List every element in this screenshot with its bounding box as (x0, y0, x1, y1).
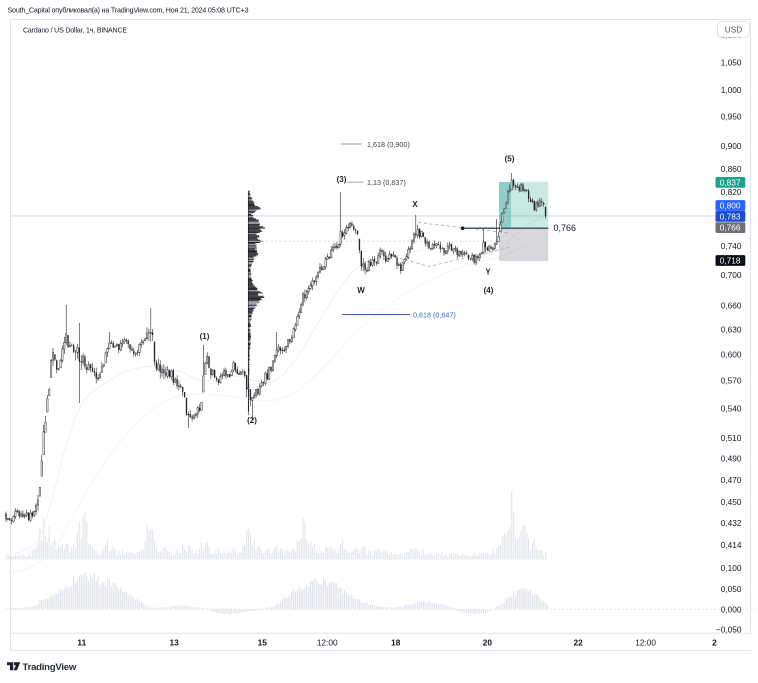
svg-text:0,100: 0,100 (721, 563, 742, 573)
svg-text:0,800: 0,800 (720, 201, 741, 211)
svg-text:22: 22 (573, 638, 583, 648)
svg-text:TradingView: TradingView (23, 662, 77, 673)
svg-text:0,050: 0,050 (721, 584, 742, 594)
svg-text:USD: USD (725, 25, 743, 35)
svg-text:12:00: 12:00 (317, 638, 338, 648)
svg-text:0,000: 0,000 (721, 605, 742, 615)
svg-text:0,837: 0,837 (720, 177, 741, 187)
svg-text:0,718: 0,718 (720, 256, 741, 266)
svg-text:1,000: 1,000 (721, 85, 742, 95)
svg-text:20: 20 (483, 638, 493, 648)
svg-text:0,414: 0,414 (721, 540, 742, 550)
svg-text:(3): (3) (337, 175, 347, 184)
svg-text:0,740: 0,740 (721, 241, 742, 251)
svg-text:0,950: 0,950 (721, 112, 742, 122)
svg-text:0,470: 0,470 (721, 475, 742, 485)
svg-text:0,900: 0,900 (721, 141, 742, 151)
svg-text:13: 13 (169, 638, 179, 648)
svg-text:1,618 (0,900): 1,618 (0,900) (367, 140, 410, 149)
svg-text:(1): (1) (200, 332, 210, 341)
svg-text:(5): (5) (505, 155, 515, 164)
svg-text:(4): (4) (484, 286, 494, 295)
svg-text:0,510: 0,510 (721, 433, 742, 443)
svg-text:0,783: 0,783 (720, 211, 741, 221)
svg-text:0,600: 0,600 (721, 349, 742, 359)
svg-text:0,820: 0,820 (721, 187, 742, 197)
svg-text:0,432: 0,432 (721, 518, 742, 528)
svg-text:Y: Y (485, 268, 491, 277)
svg-text:0,860: 0,860 (721, 164, 742, 174)
svg-text:1,13 (0,837): 1,13 (0,837) (367, 178, 406, 187)
svg-text:0,490: 0,490 (721, 454, 742, 464)
svg-text:15: 15 (258, 638, 268, 648)
svg-text:0,630: 0,630 (721, 324, 742, 334)
svg-text:0,766: 0,766 (554, 223, 577, 233)
svg-text:0,700: 0,700 (721, 270, 742, 280)
svg-text:0,660: 0,660 (721, 300, 742, 310)
svg-text:0,570: 0,570 (721, 376, 742, 386)
svg-text:0,540: 0,540 (721, 403, 742, 413)
svg-text:18: 18 (391, 638, 401, 648)
svg-text:South_Capital опубликовал(а) н: South_Capital опубликовал(а) на TradingV… (8, 7, 249, 15)
svg-text:11: 11 (77, 638, 86, 648)
svg-text:0,450: 0,450 (721, 497, 742, 507)
svg-text:(2): (2) (247, 416, 257, 425)
svg-text:12:00: 12:00 (635, 638, 656, 648)
svg-text:W: W (357, 286, 365, 295)
svg-text:0,618 (0,647): 0,618 (0,647) (413, 311, 456, 320)
svg-text:1,050: 1,050 (721, 58, 742, 68)
svg-text:0,766: 0,766 (720, 223, 741, 233)
svg-text:X: X (412, 200, 418, 209)
svg-text:Cardano / US Dollar, 1ч, BINAN: Cardano / US Dollar, 1ч, BINANCE (23, 28, 127, 35)
svg-text:−0,050: −0,050 (716, 625, 742, 635)
